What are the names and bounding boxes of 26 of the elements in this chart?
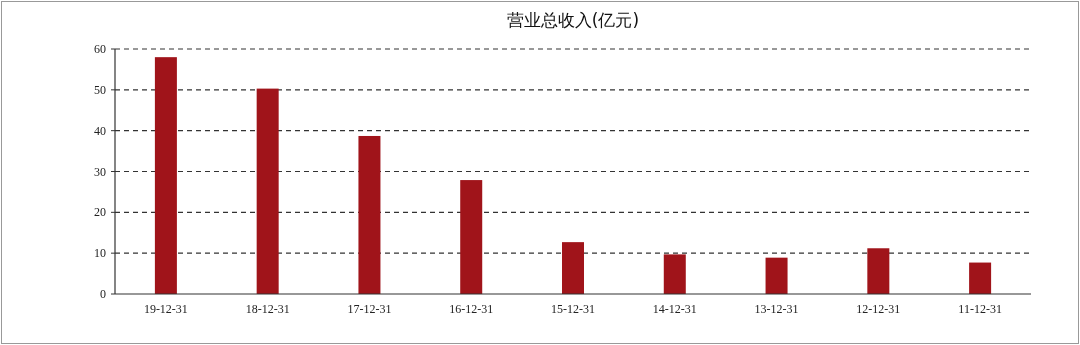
bar [765, 257, 788, 294]
x-tick-label: 13-12-31 [754, 302, 799, 316]
x-tick-label: 12-12-31 [856, 302, 901, 316]
x-tick-label: 16-12-31 [449, 302, 494, 316]
bar [256, 88, 279, 294]
bar [460, 180, 483, 294]
x-tick-label: 17-12-31 [347, 302, 392, 316]
chart-title: 营业总收入(亿元) [506, 10, 640, 30]
bar [154, 57, 177, 294]
x-tick-label: 15-12-31 [551, 302, 595, 316]
bar [663, 254, 686, 294]
x-tick-label: 11-12-31 [958, 302, 1002, 316]
y-tick-label: 60 [94, 42, 106, 56]
bar [562, 242, 584, 294]
y-tick-label: 10 [94, 246, 106, 261]
y-tick-label: 30 [94, 164, 106, 179]
y-tick-label: 0 [100, 287, 106, 301]
x-tick-label: 18-12-31 [245, 302, 290, 316]
bar [358, 135, 381, 294]
bar [867, 248, 890, 294]
bar [969, 262, 992, 294]
x-tick-label: 19-12-31 [143, 302, 188, 316]
y-tick-label: 40 [94, 123, 106, 138]
x-tick-label: 14-12-31 [652, 302, 697, 316]
y-tick-label: 20 [94, 205, 106, 220]
y-tick-label: 50 [94, 82, 106, 97]
